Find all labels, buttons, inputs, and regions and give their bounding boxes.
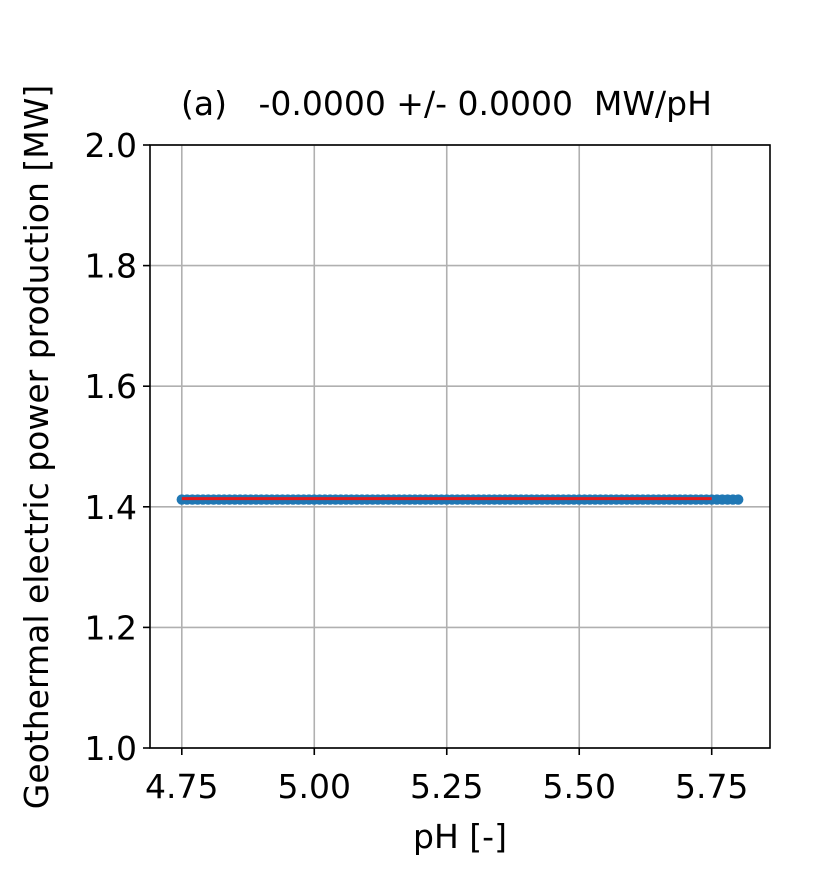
chart-title: (a) -0.0000 +/- 0.0000 MW/pH	[181, 84, 712, 123]
y-tick-label: 1.4	[85, 488, 137, 527]
x-tick-label: 4.75	[145, 767, 218, 806]
y-tick-label: 1.0	[85, 729, 137, 768]
data-layer	[176, 494, 744, 505]
tick-layer: 4.75 5.00 5.25 5.50 5.75 1.0 1.2 1.4 1.6 1.8 2.0	[85, 126, 749, 806]
y-tick-label: 1.2	[85, 608, 137, 647]
grid-layer	[150, 144, 770, 749]
plot-frame	[149, 144, 771, 749]
x-tick-label: 5.75	[675, 767, 748, 806]
y-tick-label: 1.6	[85, 367, 137, 406]
x-tick-label: 5.25	[410, 767, 483, 806]
x-tick-label: 5.00	[278, 767, 351, 806]
x-axis-label: pH [-]	[413, 817, 507, 856]
x-tick-label: 5.50	[542, 767, 615, 806]
y-tick-label: 1.8	[85, 247, 137, 286]
y-tick-label: 2.0	[85, 126, 137, 165]
y-axis-label: Geothermal electric power production [MW…	[17, 85, 56, 810]
scatter-point	[733, 494, 744, 505]
